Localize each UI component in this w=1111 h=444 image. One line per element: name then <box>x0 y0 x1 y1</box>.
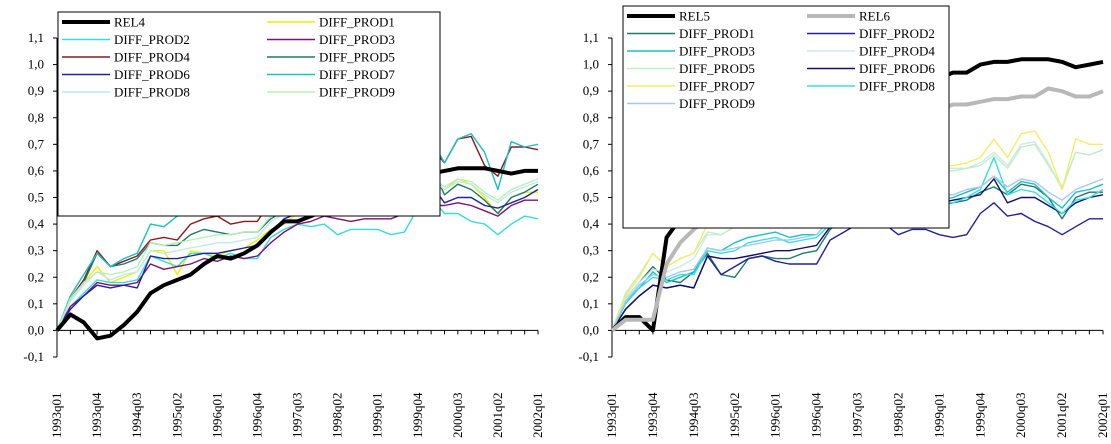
y-tick-label: 0,3 <box>28 243 44 258</box>
x-tick-label: 1993q04 <box>89 392 104 438</box>
x-tick-label: 2002q01 <box>1095 393 1110 439</box>
y-tick-label: 0,6 <box>583 163 600 178</box>
legend-label: DIFF_PROD2 <box>859 26 935 41</box>
x-tick-label: 1993q01 <box>49 393 64 439</box>
y-tick-label: 0,1 <box>583 296 599 311</box>
y-tick-label: 0,4 <box>28 216 45 231</box>
y-tick-label: 0,8 <box>583 110 599 125</box>
legend-label: DIFF_PROD8 <box>859 79 935 94</box>
x-tick-label: 1999q01 <box>370 393 385 439</box>
x-tick-label: 1993q01 <box>604 393 619 439</box>
legend-label: DIFF_PROD3 <box>679 44 755 59</box>
legend-label: DIFF_PROD9 <box>679 96 755 111</box>
x-tick-label: 1999q01 <box>931 393 946 439</box>
legend-label: DIFF_PROD8 <box>114 85 190 100</box>
legend-label: DIFF_PROD4 <box>114 50 190 65</box>
legend-label: DIFF_PROD6 <box>114 67 190 82</box>
legend-label: DIFF_PROD6 <box>859 61 935 76</box>
y-tick-label: 1,1 <box>583 30 599 45</box>
y-tick-label: 0,4 <box>583 216 600 231</box>
x-tick-label: 1994q03 <box>129 393 144 439</box>
y-tick-label: 0,7 <box>28 136 45 151</box>
x-tick-label: 1996q01 <box>768 393 783 439</box>
legend-label: DIFF_PROD5 <box>319 50 395 65</box>
y-tick-label: 0,0 <box>583 322 599 337</box>
series-line-diff-prod2 <box>56 196 539 331</box>
legend-box <box>57 11 441 217</box>
y-tick-label: 1,0 <box>28 57 44 72</box>
x-tick-label: 1999q04 <box>410 392 425 438</box>
x-tick-label: 1994q03 <box>686 393 701 439</box>
x-tick-label: 2001q02 <box>1054 393 1069 439</box>
y-tick-label: 0,6 <box>28 163 45 178</box>
legend-label: DIFF_PROD7 <box>679 79 755 94</box>
x-tick-label: 1995q02 <box>727 393 742 439</box>
legend-label: DIFF_PROD5 <box>679 61 755 76</box>
x-tick-label: 1998q02 <box>330 393 345 439</box>
y-tick-label: -0,1 <box>578 349 599 364</box>
x-tick-label: 1996q04 <box>809 392 824 438</box>
x-tick-label: 1996q01 <box>209 393 224 439</box>
series-line-diff-prod3 <box>56 199 538 331</box>
chart-panel-1: -0,1 0,0 0,1 0,2 0,3 0,4 0,5 0,6 0,7 0,8 0,9 1,0 1,1… <box>23 11 545 439</box>
y-tick-label: 0,3 <box>583 243 599 258</box>
legend-label: DIFF_PROD1 <box>679 26 755 41</box>
y-tick-label: 0,7 <box>583 136 600 151</box>
x-tick-label: 1998q02 <box>890 393 905 439</box>
x-tick-label: 1999q04 <box>972 392 987 438</box>
x-tick-label: 1997q03 <box>850 393 865 439</box>
legend: REL5 REL6 DIFF_PROD1 DIFF_PROD2 DIFF_PROD3 DI… <box>622 5 950 229</box>
x-tick-label: 2002q01 <box>530 393 545 439</box>
x-tick-label: 2001q02 <box>490 393 505 438</box>
y-tick-label: 0,5 <box>583 190 599 205</box>
legend-box <box>622 5 950 229</box>
y-tick-label: 0,2 <box>28 269 44 284</box>
y-tick-label: -0,1 <box>23 349 44 364</box>
x-tick-label: 2000q03 <box>450 393 465 439</box>
y-tick-label: 0,1 <box>28 296 44 311</box>
y-tick-label: 0,8 <box>28 110 44 125</box>
x-tick-label: 1995q02 <box>169 393 184 439</box>
legend-label: DIFF_PROD2 <box>114 32 190 47</box>
legend-label: DIFF_PROD4 <box>859 44 935 59</box>
legend-label: REL6 <box>859 9 891 24</box>
legend-label: DIFF_PROD1 <box>319 15 395 30</box>
y-tick-label: 0,5 <box>28 190 44 205</box>
series-line-rel4 <box>55 166 538 341</box>
x-tick-label: 1997q03 <box>290 393 305 439</box>
legend: REL4 DIFF_PROD1 DIFF_PROD2 DIFF_PROD3 DIFF_P… <box>57 11 441 217</box>
legend-label: DIFF_PROD7 <box>319 67 395 82</box>
y-tick-label: 0,0 <box>28 322 44 337</box>
legend-label: REL4 <box>114 15 146 30</box>
legend-label: DIFF_PROD3 <box>319 32 395 47</box>
x-tick-label: 2000q03 <box>1013 393 1028 439</box>
y-tick-label: 1,0 <box>583 57 599 72</box>
y-tick-label: 1,1 <box>28 30 44 45</box>
legend-label: DIFF_PROD9 <box>319 85 395 100</box>
y-tick-label: 0,2 <box>583 269 599 284</box>
x-tick-label: 1996q04 <box>249 392 264 438</box>
chart-panel-2: -0,1 0,0 0,1 0,2 0,3 0,4 0,5 0,6 0,7 0,8 0,9 1,0 1,1… <box>578 5 1110 439</box>
legend-label: REL5 <box>679 9 710 24</box>
y-tick-label: 0,9 <box>583 83 599 98</box>
x-tick-label: 1993q04 <box>645 392 660 438</box>
y-tick-label: 0,9 <box>28 83 44 98</box>
